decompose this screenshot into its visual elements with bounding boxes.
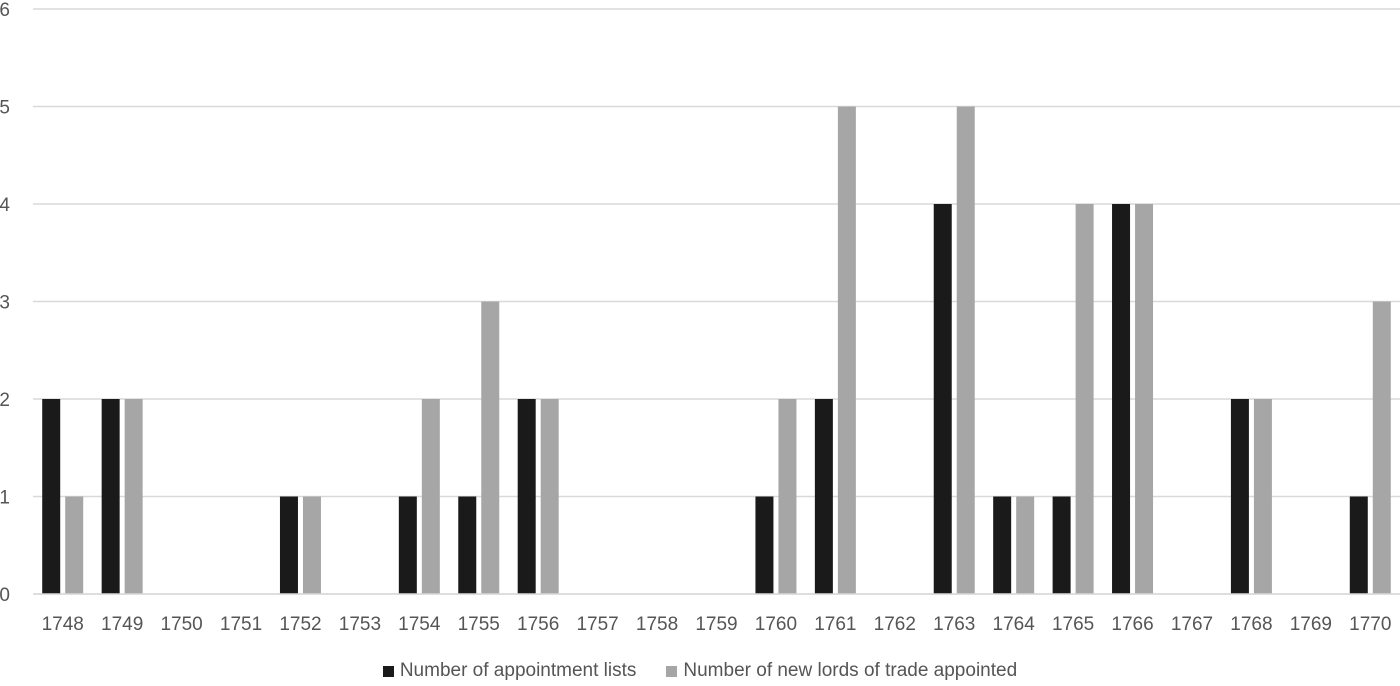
y-tick-label: 2 [0, 390, 10, 411]
x-tick-label: 1762 [874, 614, 916, 635]
bar-new-lords-1760 [778, 399, 797, 594]
bar-new-lords-1761 [837, 106, 856, 594]
bar-new-lords-1749 [124, 399, 143, 594]
x-tick-label: 1756 [517, 614, 559, 635]
y-tick-label: 3 [0, 293, 10, 314]
bar-appointment-lists-1752 [279, 496, 298, 594]
x-tick-label: 1757 [576, 614, 618, 635]
bar-new-lords-1754 [421, 399, 440, 594]
x-tick-label: 1761 [814, 614, 856, 635]
y-tick-label: 1 [0, 488, 10, 509]
bar-appointment-lists-1755 [458, 496, 477, 594]
x-tick-label: 1768 [1230, 614, 1272, 635]
x-tick-label: 1753 [339, 614, 381, 635]
bar-new-lords-1752 [302, 496, 321, 594]
x-tick-label: 1755 [458, 614, 500, 635]
bar-appointment-lists-1754 [398, 496, 417, 594]
bar-new-lords-1755 [481, 301, 500, 594]
x-tick-label: 1770 [1349, 614, 1391, 635]
bar-new-lords-1763 [956, 106, 975, 594]
bar-appointment-lists-1763 [933, 204, 952, 594]
x-tick-label: 1759 [695, 614, 737, 635]
legend: Number of appointment lists Number of ne… [0, 660, 1400, 682]
x-tick-label: 1754 [398, 614, 441, 635]
bar-new-lords-1766 [1135, 204, 1154, 594]
bar-appointment-lists-1765 [1052, 496, 1071, 594]
legend-swatch-appointment-lists [382, 665, 394, 677]
x-tick-label: 1749 [101, 614, 143, 635]
y-tick-label: 5 [0, 98, 10, 119]
legend-swatch-new-lords [666, 665, 678, 677]
legend-item-new-lords: Number of new lords of trade appointed [666, 660, 1017, 682]
x-tick-label: 1763 [933, 614, 975, 635]
bar-appointment-lists-1770 [1349, 496, 1368, 594]
x-tick-label: 1769 [1290, 614, 1332, 635]
x-tick-label: 1752 [279, 614, 321, 635]
x-tick-label: 1758 [636, 614, 678, 635]
legend-item-appointment-lists: Number of appointment lists [382, 660, 637, 682]
bar-appointment-lists-1766 [1112, 204, 1131, 594]
x-tick-label: 1767 [1171, 614, 1213, 635]
y-tick-label: 6 [0, 0, 10, 21]
x-tick-label: 1748 [42, 614, 84, 635]
bar-appointment-lists-1760 [755, 496, 774, 594]
bar-appointment-lists-1768 [1230, 399, 1249, 594]
bar-new-lords-1768 [1253, 399, 1272, 594]
bar-new-lords-1764 [1016, 496, 1035, 594]
x-axis-tick-labels: 1748 1749 1750 1751 1752 1753 1754 1755 1756 1757… [42, 614, 1392, 635]
x-tick-label: 1764 [993, 614, 1036, 635]
bar-appointment-lists-1749 [101, 399, 120, 594]
bar-appointment-lists-1748 [42, 399, 61, 594]
x-tick-label: 1760 [755, 614, 797, 635]
bar-appointment-lists-1761 [814, 399, 833, 594]
legend-label-appointment-lists: Number of appointment lists [399, 660, 637, 681]
bars [33, 106, 1400, 595]
x-tick-label: 1750 [160, 614, 202, 635]
x-tick-label: 1766 [1111, 614, 1153, 635]
y-tick-label: 4 [0, 195, 10, 216]
gridlines [33, 8, 1400, 595]
bar-new-lords-1748 [65, 496, 84, 594]
bar-appointment-lists-1756 [517, 399, 536, 594]
bar-new-lords-1756 [540, 399, 559, 594]
bar-appointment-lists-1764 [993, 496, 1012, 594]
x-tick-label: 1751 [220, 614, 262, 635]
legend-label-new-lords: Number of new lords of trade appointed [683, 660, 1018, 681]
x-tick-label: 1765 [1052, 614, 1094, 635]
y-tick-label: 0 [0, 585, 10, 606]
bar-new-lords-1765 [1075, 204, 1094, 594]
bar-new-lords-1770 [1372, 301, 1391, 594]
y-axis-tick-labels: 0 1 2 3 4 5 6 [0, 0, 10, 606]
